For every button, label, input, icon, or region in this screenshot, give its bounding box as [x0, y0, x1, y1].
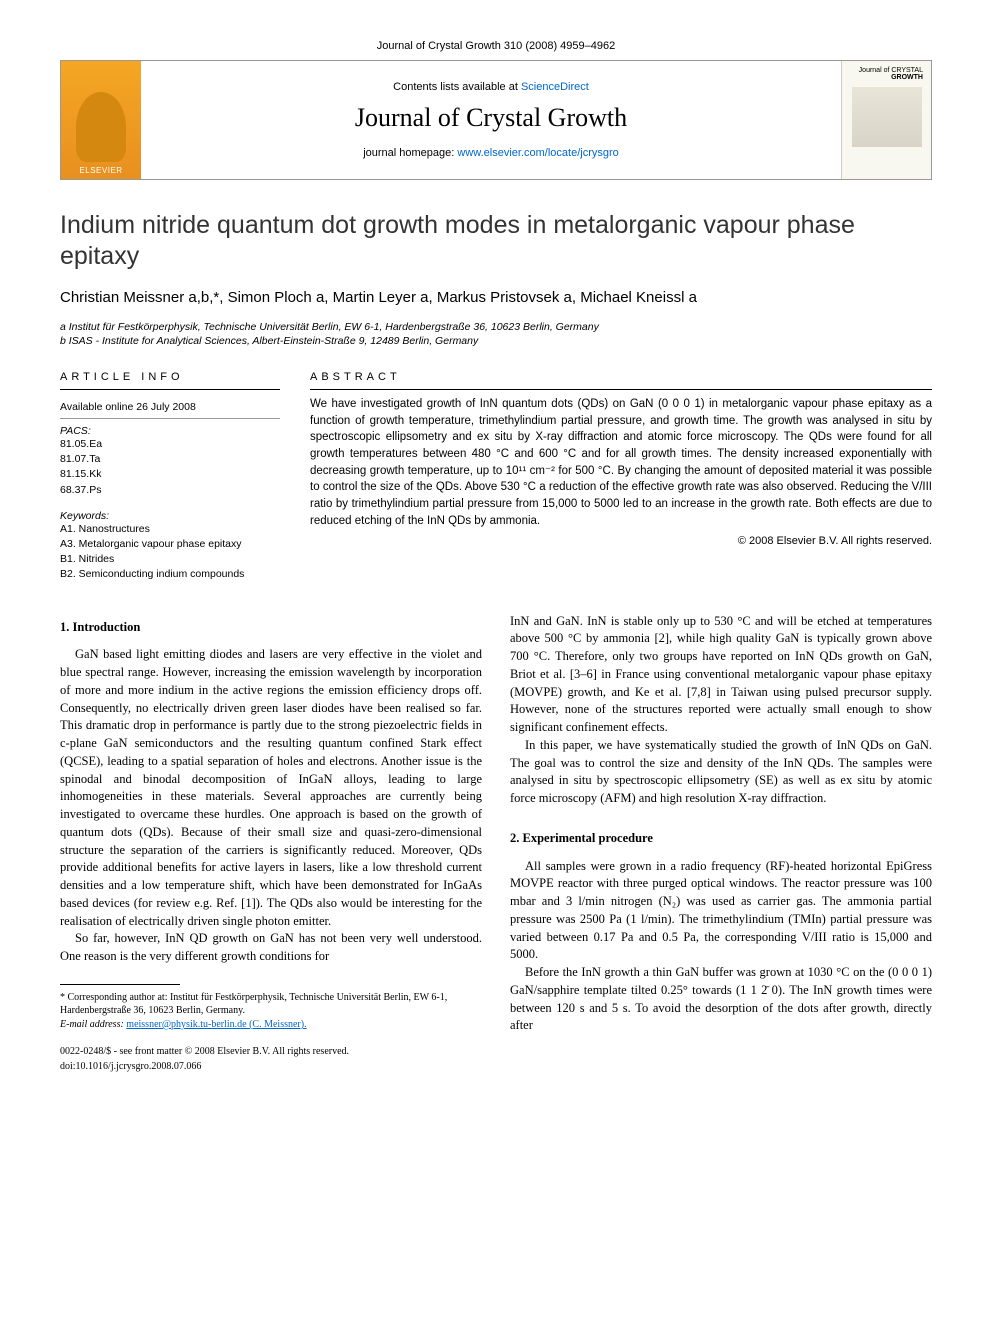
- exp-paragraph-1: All samples were grown in a radio freque…: [510, 858, 932, 965]
- issn-line: 0022-0248/$ - see front matter © 2008 El…: [60, 1045, 482, 1059]
- col2-paragraph-1: InN and GaN. InN is stable only up to 53…: [510, 613, 932, 737]
- abstract-copyright: © 2008 Elsevier B.V. All rights reserved…: [310, 535, 932, 547]
- right-column: InN and GaN. InN is stable only up to 53…: [510, 613, 932, 1074]
- footer-block: 0022-0248/$ - see front matter © 2008 El…: [60, 1045, 482, 1073]
- email-link[interactable]: meissner@physik.tu-berlin.de (C. Meissne…: [126, 1019, 306, 1030]
- contents-prefix: Contents lists available at: [393, 81, 521, 93]
- affiliations-block: a Institut für Festkörperphysik, Technis…: [60, 320, 932, 349]
- abstract-text: We have investigated growth of InN quant…: [310, 396, 932, 529]
- intro-paragraph-1: GaN based light emitting diodes and lase…: [60, 646, 482, 930]
- pacs-list: 81.05.Ea 81.07.Ta 81.15.Kk 68.37.Ps: [60, 437, 280, 498]
- keywords-label: Keywords:: [60, 510, 280, 522]
- article-info-heading: ARTICLE INFO: [60, 371, 280, 390]
- elsevier-tree-icon: [76, 92, 126, 162]
- article-info-panel: ARTICLE INFO Available online 26 July 20…: [60, 371, 280, 583]
- abstract-panel: ABSTRACT We have investigated growth of …: [310, 371, 932, 583]
- authors-line: Christian Meissner a,b,*, Simon Ploch a,…: [60, 289, 932, 306]
- exp-paragraph-2: Before the InN growth a thin GaN buffer …: [510, 964, 932, 1035]
- elsevier-label: ELSEVIER: [79, 166, 122, 175]
- left-column: 1. Introduction GaN based light emitting…: [60, 613, 482, 1074]
- homepage-line: journal homepage: www.elsevier.com/locat…: [363, 147, 619, 159]
- sciencedirect-link[interactable]: ScienceDirect: [521, 81, 589, 93]
- email-label: E-mail address:: [60, 1019, 126, 1030]
- body-text-columns: 1. Introduction GaN based light emitting…: [60, 613, 932, 1074]
- journal-header-box: ELSEVIER Contents lists available at Sci…: [60, 60, 932, 180]
- corresponding-author-footnote: * Corresponding author at: Institut für …: [60, 991, 482, 1018]
- homepage-link[interactable]: www.elsevier.com/locate/jcrysgro: [457, 147, 618, 159]
- elsevier-logo: ELSEVIER: [61, 61, 141, 179]
- journal-center-block: Contents lists available at ScienceDirec…: [141, 61, 841, 179]
- doi-line: doi:10.1016/j.jcrysgro.2008.07.066: [60, 1060, 482, 1074]
- intro-heading: 1. Introduction: [60, 619, 482, 637]
- experimental-heading: 2. Experimental procedure: [510, 830, 932, 848]
- keywords-list: A1. Nanostructures A3. Metalorganic vapo…: [60, 522, 280, 583]
- journal-cover-thumb: Journal of CRYSTAL GROWTH: [841, 61, 931, 179]
- cover-image-placeholder: [852, 87, 922, 147]
- affiliation-b: b ISAS - Institute for Analytical Scienc…: [60, 334, 932, 349]
- pacs-label: PACS:: [60, 425, 280, 437]
- journal-citation: Journal of Crystal Growth 310 (2008) 495…: [60, 40, 932, 52]
- intro-paragraph-2: So far, however, InN QD growth on GaN ha…: [60, 930, 482, 966]
- abstract-heading: ABSTRACT: [310, 371, 932, 390]
- email-footnote: E-mail address: meissner@physik.tu-berli…: [60, 1018, 482, 1032]
- affiliation-a: a Institut für Festkörperphysik, Technis…: [60, 320, 932, 335]
- journal-title: Journal of Crystal Growth: [355, 103, 627, 133]
- homepage-prefix: journal homepage:: [363, 147, 457, 159]
- cover-line2: GROWTH: [846, 74, 927, 81]
- cover-line1: Journal of CRYSTAL: [846, 67, 927, 74]
- contents-link-line: Contents lists available at ScienceDirec…: [393, 81, 589, 93]
- article-title: Indium nitride quantum dot growth modes …: [60, 210, 932, 273]
- col2-paragraph-2: In this paper, we have systematically st…: [510, 737, 932, 808]
- available-online-date: Available online 26 July 2008: [60, 396, 280, 419]
- footnote-separator: [60, 984, 180, 985]
